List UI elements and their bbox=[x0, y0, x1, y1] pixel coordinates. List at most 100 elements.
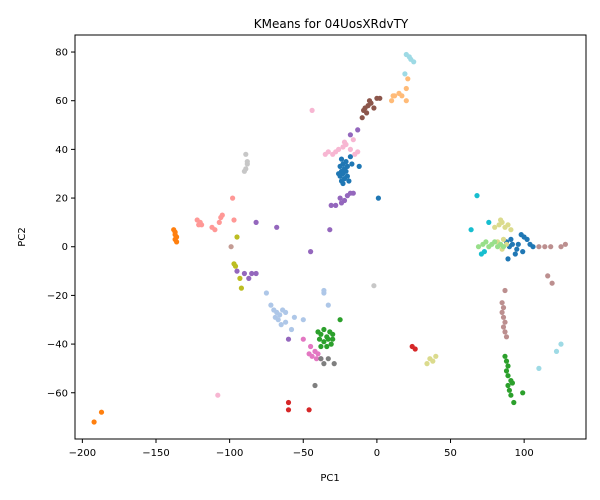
data-point bbox=[403, 98, 409, 104]
data-point bbox=[212, 227, 218, 233]
data-point bbox=[359, 115, 365, 121]
data-point bbox=[237, 275, 243, 281]
data-point bbox=[253, 219, 259, 225]
data-point bbox=[545, 273, 551, 279]
data-point bbox=[234, 234, 240, 240]
data-point bbox=[498, 217, 504, 223]
data-point bbox=[505, 373, 511, 379]
data-point bbox=[300, 317, 306, 323]
x-tick-label: −150 bbox=[142, 448, 169, 459]
data-point bbox=[364, 110, 370, 116]
data-point bbox=[356, 163, 362, 169]
data-point bbox=[375, 195, 381, 201]
data-point bbox=[312, 382, 318, 389]
data-point bbox=[241, 168, 247, 174]
data-point bbox=[347, 154, 353, 160]
data-point bbox=[216, 219, 222, 225]
data-point bbox=[562, 241, 569, 247]
chart-title: KMeans for 04UosXRdvTY bbox=[254, 17, 409, 31]
x-tick-label: −200 bbox=[69, 448, 96, 459]
data-point bbox=[330, 331, 336, 337]
data-point bbox=[313, 356, 320, 362]
data-point bbox=[355, 149, 361, 155]
data-point bbox=[308, 343, 314, 350]
data-point bbox=[274, 224, 280, 230]
data-point bbox=[377, 95, 383, 101]
data-point bbox=[325, 149, 331, 155]
data-point bbox=[511, 399, 517, 406]
data-point bbox=[300, 336, 306, 342]
data-point bbox=[505, 256, 511, 262]
data-point bbox=[499, 300, 505, 306]
data-point bbox=[505, 222, 511, 228]
data-point bbox=[505, 382, 511, 389]
y-tick-label: 40 bbox=[55, 145, 68, 156]
data-point bbox=[228, 244, 234, 250]
data-point bbox=[536, 365, 542, 371]
data-point bbox=[500, 244, 507, 250]
data-point bbox=[474, 193, 480, 199]
data-point bbox=[350, 190, 356, 196]
y-axis-title: PC2 bbox=[17, 227, 28, 246]
data-point bbox=[98, 409, 105, 415]
data-point bbox=[338, 156, 345, 162]
data-point bbox=[275, 317, 281, 323]
data-point bbox=[231, 217, 237, 223]
data-point bbox=[475, 244, 482, 250]
data-point bbox=[524, 236, 530, 242]
x-axis: −200 −150 −100 −50 0 50 100 bbox=[69, 439, 534, 459]
data-point bbox=[492, 239, 498, 245]
data-point bbox=[241, 270, 247, 277]
data-point bbox=[327, 227, 333, 233]
data-point bbox=[371, 283, 377, 289]
data-point bbox=[321, 339, 327, 345]
data-point bbox=[333, 202, 339, 208]
data-point bbox=[433, 353, 439, 359]
data-point bbox=[306, 407, 312, 413]
data-point bbox=[285, 336, 292, 342]
data-point bbox=[285, 399, 292, 406]
data-point bbox=[412, 346, 418, 352]
y-tick-label: −40 bbox=[47, 340, 68, 351]
data-point bbox=[505, 363, 511, 369]
data-point bbox=[481, 249, 487, 255]
data-point bbox=[430, 358, 436, 364]
plot-frame bbox=[74, 34, 587, 440]
data-point bbox=[500, 324, 507, 330]
data-point bbox=[350, 137, 356, 143]
data-point bbox=[500, 236, 507, 242]
data-point bbox=[278, 322, 284, 328]
data-point bbox=[347, 146, 353, 152]
data-point bbox=[402, 71, 408, 77]
data-point bbox=[508, 227, 514, 233]
data-point bbox=[349, 161, 355, 167]
data-point bbox=[277, 312, 283, 318]
data-point bbox=[536, 244, 542, 250]
data-point bbox=[321, 326, 327, 333]
data-point bbox=[331, 361, 337, 367]
y-tick-label: −20 bbox=[47, 291, 68, 302]
data-point bbox=[321, 361, 327, 367]
data-point bbox=[509, 241, 515, 247]
data-point bbox=[268, 302, 274, 308]
data-point bbox=[542, 244, 548, 250]
data-point bbox=[243, 151, 249, 157]
data-point bbox=[390, 93, 396, 99]
data-point bbox=[355, 127, 361, 133]
data-point bbox=[558, 341, 564, 347]
data-point bbox=[515, 241, 521, 247]
data-point bbox=[343, 168, 349, 174]
data-point bbox=[321, 287, 327, 294]
data-point bbox=[492, 224, 498, 230]
data-point bbox=[549, 280, 555, 286]
data-point bbox=[291, 314, 297, 320]
data-point bbox=[230, 195, 236, 201]
data-point bbox=[325, 356, 331, 362]
data-point bbox=[509, 380, 515, 386]
data-point bbox=[346, 178, 352, 184]
data-point bbox=[283, 319, 289, 325]
x-tick-label: 100 bbox=[515, 448, 534, 459]
data-point bbox=[530, 244, 536, 250]
data-point bbox=[503, 358, 510, 364]
